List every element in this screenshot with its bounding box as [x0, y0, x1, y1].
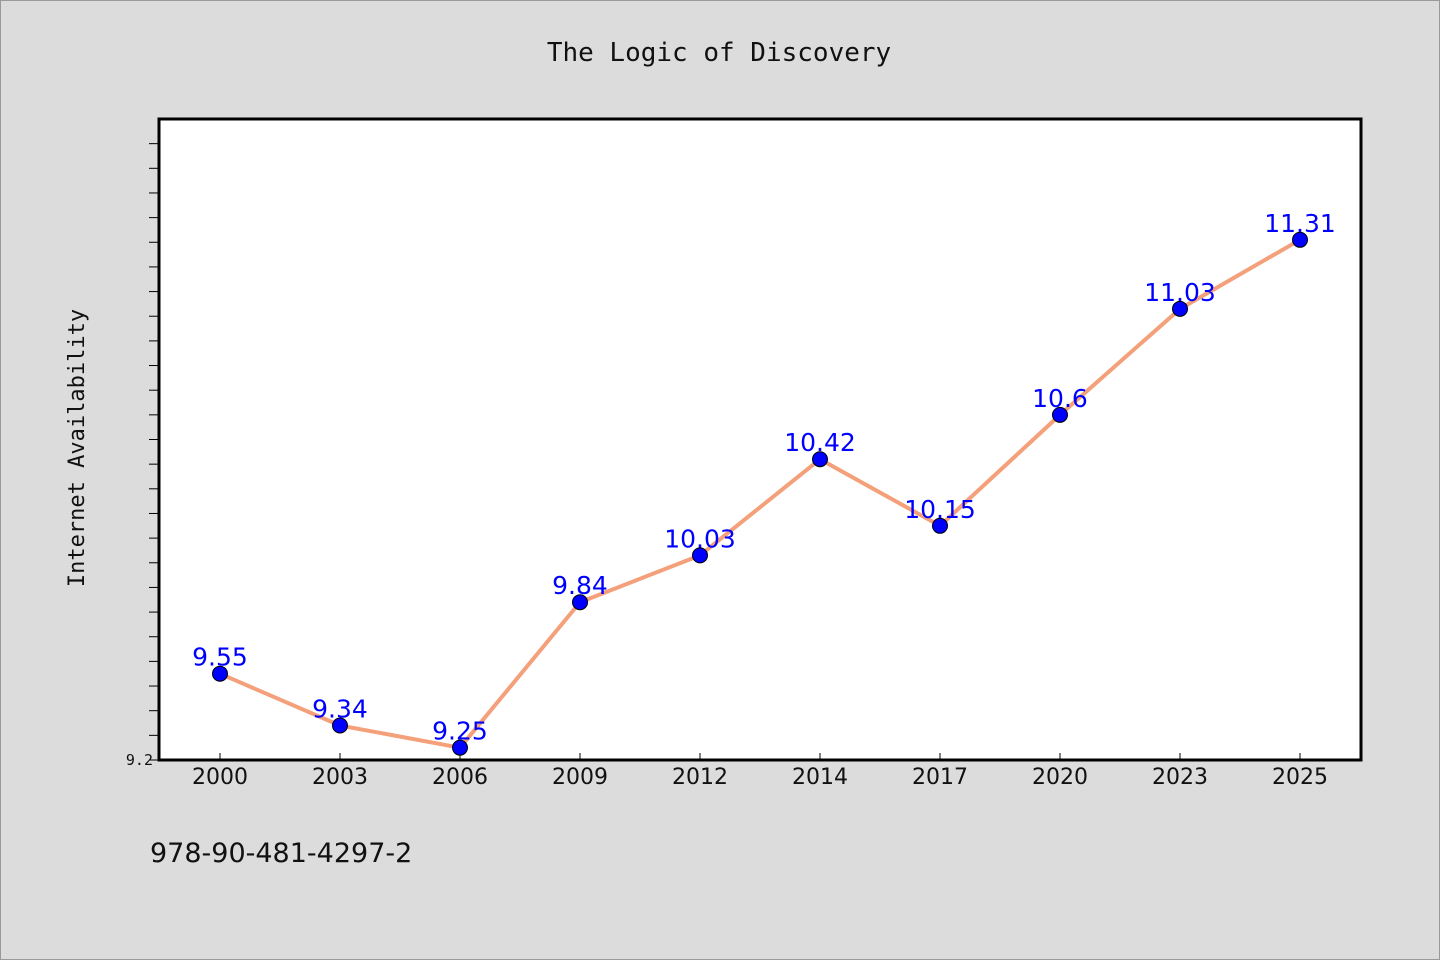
data-point	[932, 517, 948, 534]
series-line	[218, 237, 1302, 750]
data-point	[1172, 300, 1188, 317]
x-tick-label: 2025	[1272, 765, 1328, 790]
x-tick-label: 2017	[912, 765, 968, 790]
data-point-markers	[212, 231, 1308, 756]
data-label: 10.03	[664, 524, 736, 553]
series-line-group	[218, 237, 1302, 750]
data-labels: 9.55 9.34 9.25 9.84 10.03 10.42 10.15 10.6 11.03…	[192, 209, 1336, 746]
chart-title: The Logic of Discovery	[547, 38, 891, 68]
x-tick-label: 2003	[312, 765, 368, 790]
data-point	[1292, 231, 1308, 248]
data-point	[692, 547, 708, 564]
data-label: 10.6	[1032, 384, 1088, 413]
y-tick-label: 9.2	[126, 751, 153, 769]
data-label: 11.03	[1144, 278, 1216, 307]
data-label: 10.42	[784, 428, 856, 457]
x-tick-label: 2009	[552, 765, 608, 790]
x-tick-label: 2006	[432, 765, 488, 790]
data-label: 10.15	[904, 495, 976, 524]
y-axis-label: Internet Availability	[65, 309, 90, 587]
footer-isbn: 978-90-481-4297-2	[150, 838, 412, 869]
y-axis-ticks: 9.2	[126, 143, 159, 769]
x-tick-label: 2014	[792, 765, 848, 790]
data-point	[332, 717, 348, 734]
data-point	[1052, 406, 1068, 423]
x-tick-label: 2000	[192, 765, 248, 790]
data-label: 9.34	[312, 694, 368, 723]
data-label: 11.31	[1264, 209, 1336, 238]
x-axis-tick-labels: 2000 2003 2006 2009 2012 2014 2017 2020 2023 2025	[192, 753, 1328, 790]
data-point	[212, 665, 228, 682]
x-tick-label: 2023	[1152, 765, 1208, 790]
data-label: 9.25	[432, 717, 488, 746]
data-point	[812, 451, 828, 468]
x-tick-label: 2020	[1032, 765, 1088, 790]
data-point	[452, 739, 468, 756]
data-label: 9.84	[552, 571, 608, 600]
plot-area	[157, 117, 1363, 762]
data-point	[572, 594, 588, 611]
x-tick-label: 2012	[672, 765, 728, 790]
data-label: 9.55	[192, 643, 248, 672]
